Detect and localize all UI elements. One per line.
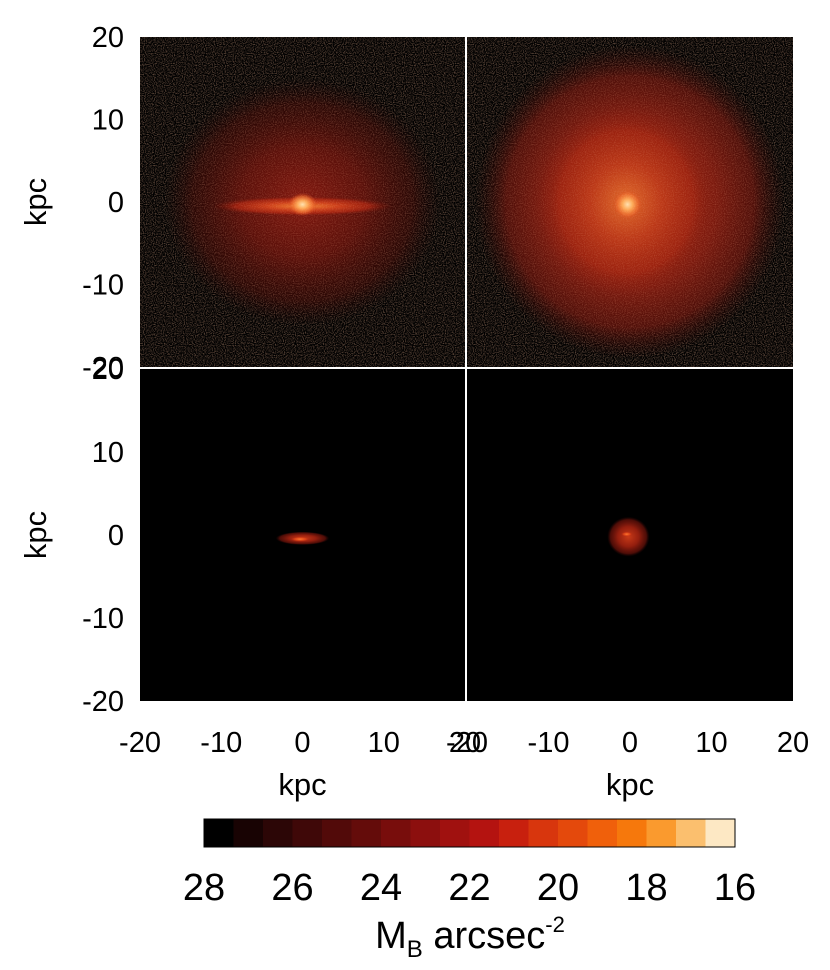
x-tick-label: -20 (446, 727, 488, 759)
panel-noise-overlay (467, 37, 793, 367)
colorbar-swatch (499, 819, 529, 847)
feature-core (290, 536, 310, 542)
y-axis-label: kpc (18, 511, 53, 559)
colorbar-swatch (705, 819, 736, 847)
y-tick-label: -10 (82, 270, 124, 302)
colorbar-swatch (558, 819, 588, 847)
colorbar-swatch (322, 819, 352, 847)
colorbar-swatch (351, 819, 382, 847)
colorbar-swatch (617, 819, 647, 847)
colorbar-frame (203, 818, 736, 848)
colorbar-swatch (381, 819, 411, 847)
panel-edge-on-disc-only (140, 369, 465, 701)
panel-noise-overlay (140, 37, 465, 367)
x-tick-label: 0 (622, 727, 638, 759)
colorbar-tick-label: 24 (360, 867, 402, 909)
colorbar-swatch (233, 819, 264, 847)
colorbar-tick-label: 26 (271, 867, 313, 909)
colorbar-swatch (440, 819, 470, 847)
colorbar-swatch (469, 819, 500, 847)
y-tick-label: 10 (92, 437, 124, 469)
x-tick-label: -20 (119, 727, 161, 759)
colorbar-swatch (292, 819, 323, 847)
y-tick-label: -20 (82, 352, 124, 384)
colorbar-swatch (410, 819, 441, 847)
x-tick-label: -10 (200, 727, 242, 759)
colorbar-label: MB arcsec-2 (375, 912, 565, 963)
panel-face-on-disc-only (467, 369, 793, 701)
colorbar (203, 818, 736, 848)
colorbar-tick-label: 28 (183, 867, 225, 909)
colorbar-swatch (528, 819, 559, 847)
colorbar-tick-label: 22 (448, 867, 490, 909)
colorbar-swatch (263, 819, 293, 847)
y-tick-label: 10 (92, 105, 124, 137)
x-tick-label: 10 (368, 727, 400, 759)
colorbar-swatch (587, 819, 618, 847)
colorbar-swatch (646, 819, 677, 847)
feature-disc (607, 516, 650, 557)
x-tick-label: 20 (777, 727, 809, 759)
y-tick-label: 0 (108, 520, 124, 552)
colorbar-tick-label: 20 (537, 867, 579, 909)
colorbar-tick-label: 18 (625, 867, 667, 909)
colorbar-swatch (676, 819, 706, 847)
feature-core (621, 531, 633, 537)
panel-face-on-halo-disc (467, 37, 793, 367)
colorbar-tick-label: 16 (714, 867, 756, 909)
y-tick-label: -10 (82, 603, 124, 635)
y-tick-label: 0 (108, 187, 124, 219)
panel-edge-on-halo-disc (140, 37, 465, 367)
x-tick-label: 20 (449, 727, 481, 759)
x-tick-label: 10 (695, 727, 727, 759)
y-axis-label: kpc (18, 178, 53, 226)
y-tick-label: -20 (82, 686, 124, 718)
y-tick-label: 20 (92, 22, 124, 54)
colorbar-swatch (204, 819, 234, 847)
x-axis-label: kpc (278, 767, 326, 802)
y-tick-label: 20 (92, 354, 124, 386)
x-axis-label: kpc (606, 767, 654, 802)
x-tick-label: 0 (294, 727, 310, 759)
x-tick-label: -10 (528, 727, 570, 759)
